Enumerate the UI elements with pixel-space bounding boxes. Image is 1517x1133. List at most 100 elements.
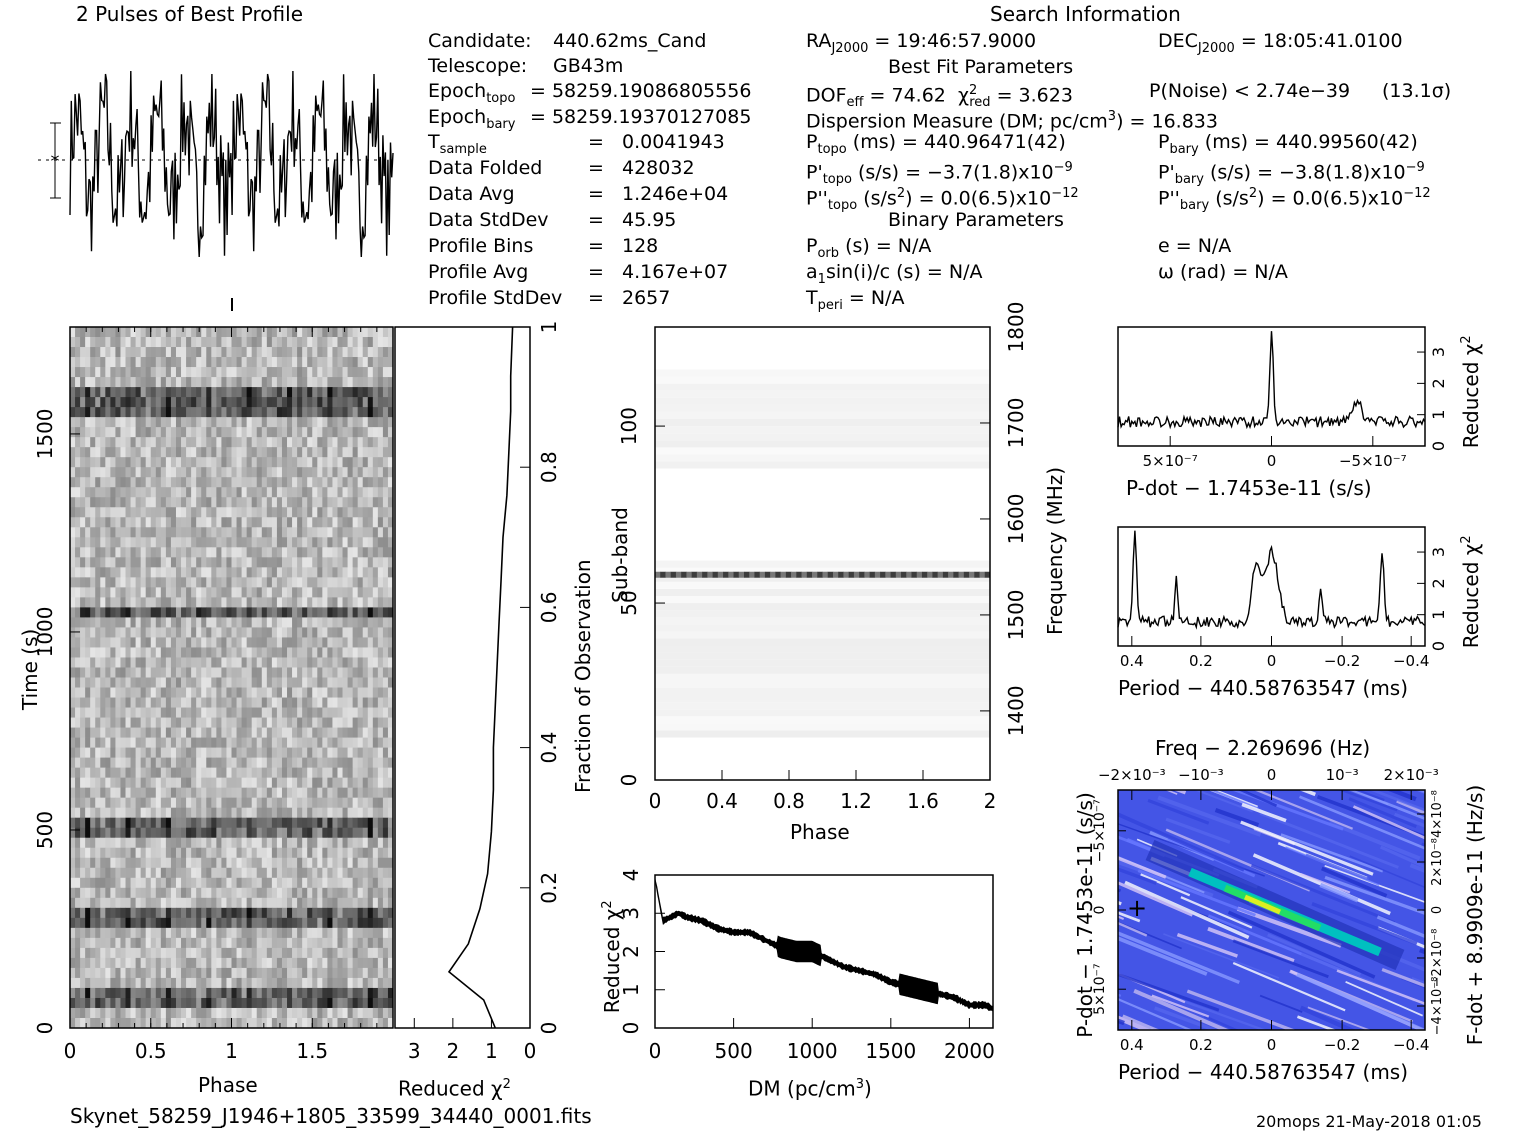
timephase-cell: [165, 457, 172, 468]
timephase-cell: [70, 427, 76, 438]
timephase-cell: [100, 397, 106, 408]
timephase-cell: [302, 357, 308, 368]
timephase-cell: [150, 577, 157, 588]
timephase-cell: [155, 597, 162, 608]
timephase-cell: [382, 517, 389, 528]
timephase-cell: [287, 907, 293, 919]
timephase-cell: [130, 597, 137, 608]
timephase-cell: [367, 427, 374, 438]
timephase-cell: [211, 637, 217, 648]
freq-tick-label: 1800: [1004, 302, 1028, 353]
timephase-cell: [115, 797, 121, 809]
timephase-cell: [95, 637, 101, 648]
timephase-cell: [322, 417, 328, 428]
timephase-cell: [165, 747, 172, 759]
timephase-cell: [95, 347, 101, 358]
timephase-cell: [181, 637, 187, 648]
timephase-cell: [327, 567, 333, 578]
timephase-cell: [362, 697, 369, 708]
timephase-cell: [367, 657, 374, 668]
timephase-cell: [261, 907, 268, 919]
timephase-cell: [382, 727, 389, 738]
timephase-cell: [165, 687, 172, 698]
timephase-cell: [140, 537, 147, 548]
data-avg-eq: =: [588, 183, 604, 205]
ppdot-streak: [1154, 1006, 1220, 1030]
timephase-cell: [352, 567, 359, 578]
timephase-cell: [125, 817, 131, 829]
timephase-cell: [100, 567, 106, 578]
timephase-cell: [125, 637, 131, 648]
timephase-cell: [377, 337, 384, 348]
timephase-cell: [221, 757, 227, 769]
timephase-cell: [155, 337, 162, 348]
timephase-cell: [377, 907, 384, 919]
timephase-cell: [191, 527, 197, 538]
timephase-cell: [352, 367, 359, 378]
timephase-cell: [352, 457, 359, 468]
timephase-cell: [155, 907, 162, 919]
subband-strong-cell: [895, 571, 902, 578]
timephase-cell: [155, 417, 162, 428]
timephase-cell: [115, 857, 121, 869]
timephase-cell: [221, 417, 227, 428]
timephase-cell: [75, 927, 81, 939]
subband-strong-cell: [901, 571, 907, 578]
timephase-cell: [322, 897, 328, 909]
timephase-cell: [241, 407, 248, 418]
timephase-cell: [216, 677, 222, 688]
timephase-cell: [322, 457, 328, 468]
timephase-cell: [75, 387, 81, 398]
timephase-cell: [281, 507, 288, 518]
timephase-cell: [312, 737, 318, 748]
timephase-cell: [145, 817, 152, 829]
timephase-cell: [287, 477, 293, 488]
timephase-cell: [100, 667, 106, 678]
timephase-cell: [231, 457, 237, 468]
timephase-cell: [327, 397, 333, 408]
timephase-cell: [342, 467, 348, 478]
timephase-cell: [362, 587, 369, 598]
timephase-cell: [120, 637, 126, 648]
timephase-cell: [297, 987, 303, 999]
timephase-cell: [362, 737, 369, 748]
timephase-cell: [90, 767, 96, 779]
timephase-cell: [181, 397, 187, 408]
timephase-cell: [302, 527, 308, 538]
timephase-cell: [80, 577, 86, 588]
timephase-cell: [367, 957, 374, 969]
timephase-cell: [276, 537, 283, 548]
timephase-cell: [347, 1007, 354, 1019]
timephase-cell: [372, 977, 379, 989]
timephase-cell: [211, 387, 217, 398]
timephase-cell: [160, 957, 167, 969]
timephase-cell: [307, 817, 313, 829]
timephase-cell: [297, 847, 303, 859]
timephase-cell: [120, 897, 126, 909]
timephase-cell: [120, 517, 126, 528]
timephase-cell: [377, 867, 384, 879]
timephase-cell: [271, 497, 278, 508]
ppdot-streak: [1396, 799, 1425, 815]
timephase-cell: [85, 697, 91, 708]
timephase-cell: [302, 487, 308, 498]
timephase-cell: [196, 627, 202, 638]
timephase-cell: [115, 417, 121, 428]
ppdot-streak: [1300, 872, 1351, 894]
timephase-cell: [211, 557, 217, 568]
timephase-cell: [201, 667, 207, 678]
timephase-cell: [292, 337, 298, 348]
timephase-cell: [80, 537, 86, 548]
timephase-cell: [347, 697, 354, 708]
timephase-cell: [271, 977, 278, 989]
timephase-cell: [181, 607, 187, 618]
timephase-cell: [382, 637, 389, 648]
timephase-cell: [170, 357, 177, 368]
timephase-cell: [297, 397, 303, 408]
timephase-cell: [125, 657, 131, 668]
timephase-cell: [120, 647, 126, 658]
timephase-cell: [80, 517, 86, 528]
ppdot-streak: [1328, 820, 1421, 861]
timephase-cell: [292, 467, 298, 478]
timephase-cell: [292, 677, 298, 688]
